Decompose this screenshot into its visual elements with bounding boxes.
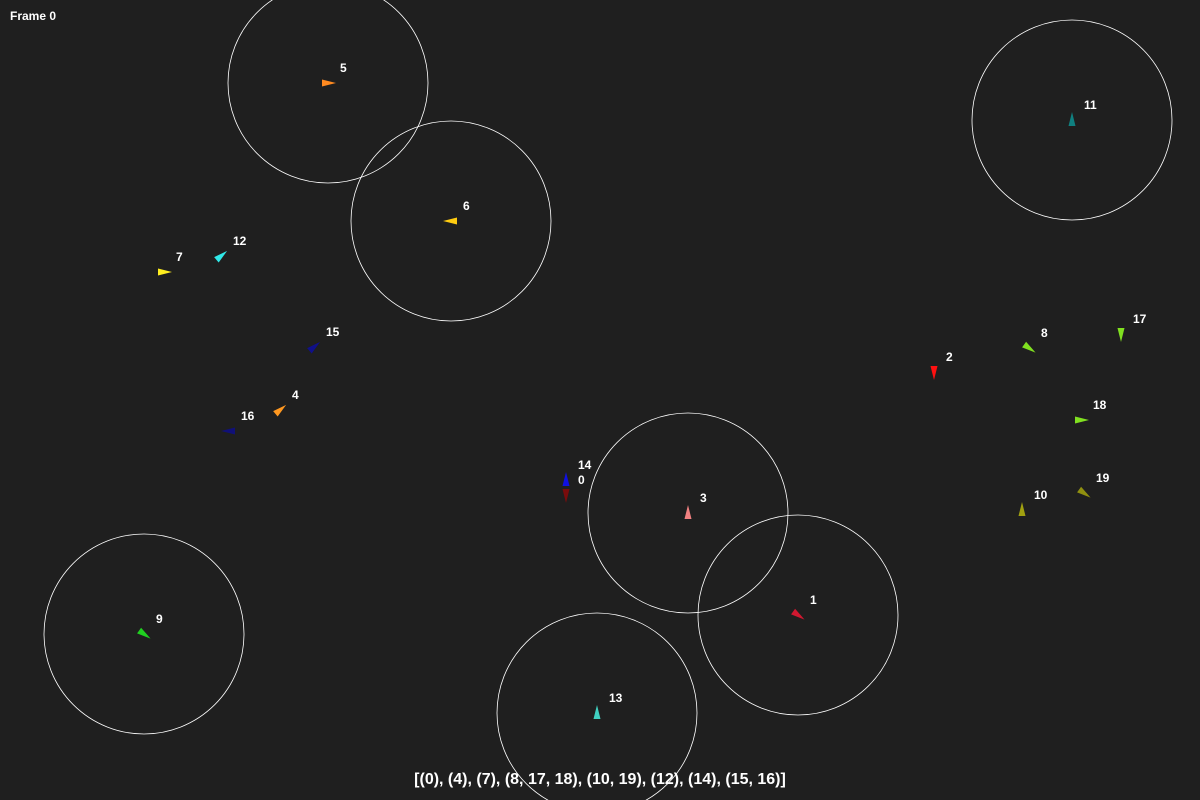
agent-3: 3 <box>684 491 707 519</box>
agent-3-perception-circle <box>587 412 789 614</box>
agent-16-label: 16 <box>241 409 255 423</box>
agent-18-marker <box>1075 416 1089 424</box>
agent-16-marker <box>221 427 235 435</box>
agent-17-marker <box>1117 328 1125 342</box>
agent-5-marker <box>322 79 336 87</box>
frame-counter: Frame 0 <box>10 9 57 23</box>
agent-9-marker <box>137 627 151 639</box>
agent-2-label: 2 <box>946 350 953 364</box>
agent-13-label: 13 <box>609 691 623 705</box>
agent-2-marker <box>930 366 938 380</box>
agent-3-marker <box>684 505 692 519</box>
agent-6: 6 <box>443 199 470 225</box>
agent-19: 19 <box>1077 471 1110 498</box>
agent-8-label: 8 <box>1041 326 1048 340</box>
agent-19-marker <box>1077 486 1091 498</box>
agent-8-marker <box>1022 341 1036 353</box>
agent-4-marker <box>273 404 287 417</box>
agent-18: 18 <box>1075 398 1107 424</box>
agent-10-label: 10 <box>1034 488 1048 502</box>
agent-18-label: 18 <box>1093 398 1107 412</box>
agent-1: 1 <box>791 593 817 620</box>
agent-11-marker <box>1068 112 1076 126</box>
agent-7-label: 7 <box>176 250 183 264</box>
agent-14-label: 14 <box>578 458 592 472</box>
agent-15: 15 <box>307 325 340 354</box>
agent-4: 4 <box>273 388 299 417</box>
agent-11-perception-circle <box>971 19 1173 221</box>
agent-9-perception-circle <box>43 533 245 735</box>
agent-0-marker <box>562 489 570 503</box>
agent-0: 0 <box>562 473 585 503</box>
agent-9-label: 9 <box>156 612 163 626</box>
agent-12-marker <box>214 250 228 263</box>
agent-3-label: 3 <box>700 491 707 505</box>
agent-14-marker <box>562 472 570 486</box>
agent-1-label: 1 <box>810 593 817 607</box>
agent-6-label: 6 <box>463 199 470 213</box>
agent-12-label: 12 <box>233 234 247 248</box>
agent-14: 14 <box>562 458 592 486</box>
agent-9: 9 <box>137 612 163 639</box>
agent-13-marker <box>593 705 601 719</box>
agent-8: 8 <box>1022 326 1048 353</box>
agent-11-label: 11 <box>1084 98 1097 112</box>
agent-1-perception-circle <box>697 514 899 716</box>
agent-6-marker <box>443 217 457 225</box>
agent-12: 12 <box>214 234 247 263</box>
agent-15-marker <box>307 341 321 354</box>
agent-1-marker <box>791 608 805 620</box>
agent-16: 16 <box>221 409 255 435</box>
agent-19-label: 19 <box>1096 471 1110 485</box>
agent-10: 10 <box>1018 488 1048 516</box>
agent-5-label: 5 <box>340 61 347 75</box>
agent-15-label: 15 <box>326 325 340 339</box>
agent-17-label: 17 <box>1133 312 1147 326</box>
agent-13: 13 <box>593 691 623 719</box>
agent-13-perception-circle <box>496 612 698 800</box>
agent-5: 5 <box>322 61 347 87</box>
agent-4-label: 4 <box>292 388 299 402</box>
agent-2: 2 <box>930 350 953 380</box>
agent-7: 7 <box>158 250 183 276</box>
agent-5-perception-circle <box>227 0 429 184</box>
agent-11: 11 <box>1068 98 1097 126</box>
agent-6-perception-circle <box>350 120 552 322</box>
group-listing: [(0), (4), (7), (8, 17, 18), (10, 19), (… <box>414 771 786 788</box>
agent-0-label: 0 <box>578 473 585 487</box>
agent-10-marker <box>1018 502 1026 516</box>
agent-7-marker <box>158 268 172 276</box>
agent-17: 17 <box>1117 312 1147 342</box>
